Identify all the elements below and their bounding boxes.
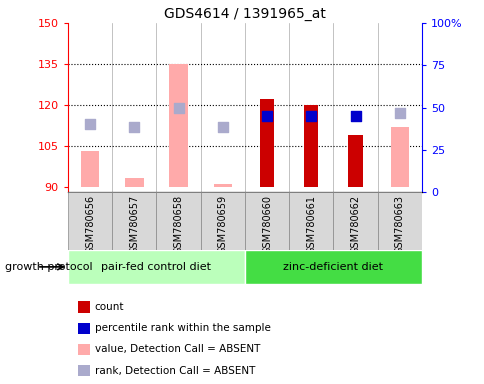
Bar [200, 192, 244, 250]
Text: GSM780659: GSM780659 [217, 195, 227, 254]
Bar [244, 250, 421, 284]
Bar [333, 192, 377, 250]
Text: GSM780658: GSM780658 [173, 195, 183, 254]
Title: GDS4614 / 1391965_at: GDS4614 / 1391965_at [164, 7, 325, 21]
Point [130, 124, 138, 130]
Text: GSM780661: GSM780661 [306, 195, 316, 254]
Text: GSM780663: GSM780663 [394, 195, 404, 254]
Bar [377, 192, 421, 250]
Text: GSM780657: GSM780657 [129, 195, 139, 254]
Point [395, 110, 403, 116]
Text: GSM780656: GSM780656 [85, 195, 95, 254]
Point [86, 121, 94, 127]
Text: value, Detection Call = ABSENT: value, Detection Call = ABSENT [94, 344, 259, 354]
Bar [303, 105, 318, 187]
Text: percentile rank within the sample: percentile rank within the sample [94, 323, 270, 333]
Point [263, 113, 271, 119]
Text: GSM780662: GSM780662 [350, 195, 360, 254]
Point [351, 113, 359, 119]
Bar [68, 250, 244, 284]
Bar [125, 179, 143, 187]
Bar [244, 192, 288, 250]
Text: pair-fed control diet: pair-fed control diet [101, 262, 211, 272]
Bar [390, 127, 408, 187]
Point [307, 113, 315, 119]
Bar [169, 64, 187, 187]
Text: rank, Detection Call = ABSENT: rank, Detection Call = ABSENT [94, 366, 255, 376]
Bar [156, 192, 200, 250]
Text: growth protocol: growth protocol [5, 262, 92, 272]
Bar [288, 192, 333, 250]
Bar [112, 192, 156, 250]
Bar [68, 192, 112, 250]
Point [174, 104, 182, 111]
Text: zinc-deficient diet: zinc-deficient diet [283, 262, 383, 272]
Point [218, 124, 226, 130]
Bar [80, 151, 99, 187]
Bar [259, 99, 273, 187]
Text: GSM780660: GSM780660 [261, 195, 272, 254]
Bar [213, 184, 232, 187]
Bar [348, 135, 362, 187]
Text: count: count [94, 302, 124, 312]
